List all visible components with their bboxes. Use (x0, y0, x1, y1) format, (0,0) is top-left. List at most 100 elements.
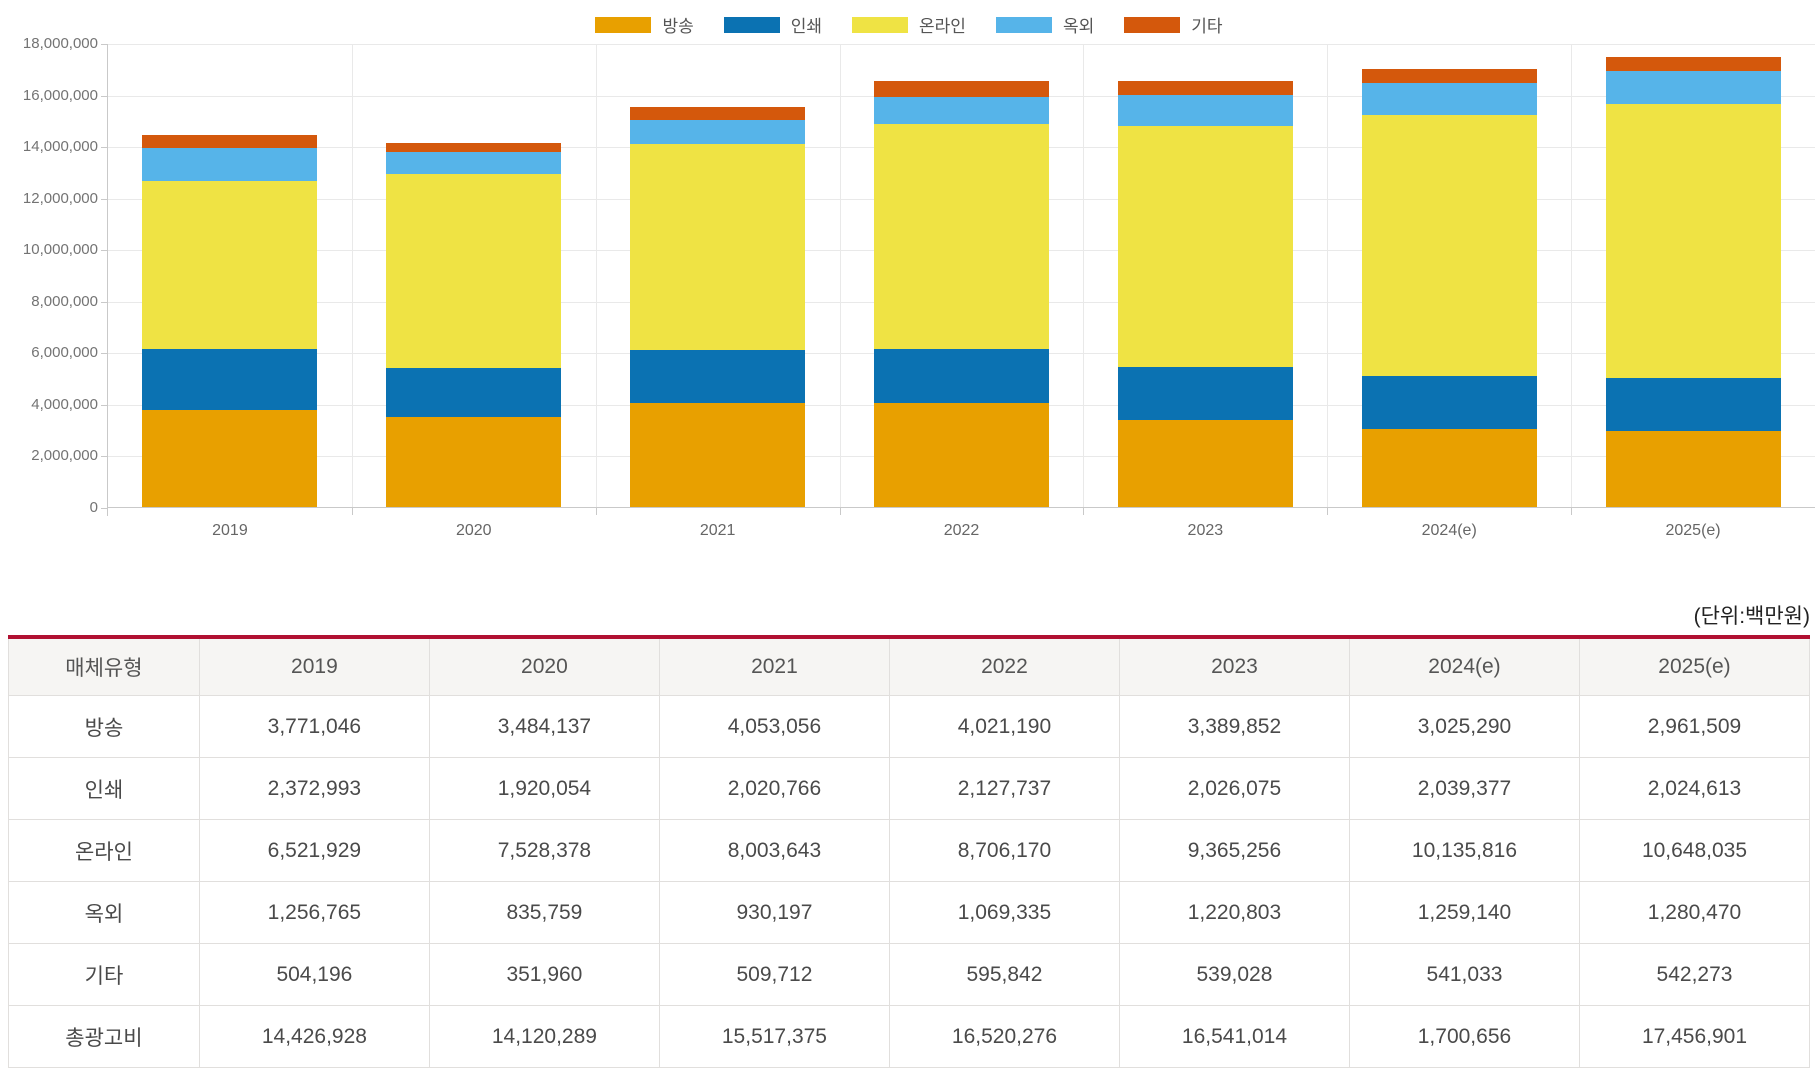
table-row: 총광고비 14,426,928 14,120,289 15,517,375 16,520… (8, 1005, 1811, 1068)
legend-swatch-기타 (1124, 16, 1181, 33)
bar-segment-기타 (1361, 68, 1537, 83)
y-axis-tick (101, 147, 108, 149)
gridline-vertical (840, 44, 841, 508)
y-axis-tick (101, 456, 108, 458)
value-cell: 4,053,056 (658, 695, 890, 758)
y-axis-label: 4,000,000 (31, 395, 98, 413)
x-axis-label: 2020 (455, 522, 492, 539)
y-axis-tick (101, 353, 108, 355)
value-cell: 3,484,137 (428, 695, 660, 758)
gridline-vertical (1327, 44, 1328, 508)
bar-2025(e) (1605, 57, 1781, 507)
value-cell: 10,135,816 (1348, 819, 1580, 882)
y-axis-tick (101, 404, 108, 406)
table-row: 방송 3,771,046 3,484,137 4,053,056 4,021,190 3,… (8, 695, 1811, 758)
x-axis-label: 2022 (943, 522, 980, 539)
bar-segment-온라인 (386, 173, 562, 368)
legend-swatch-방송 (595, 16, 652, 33)
value-cell: 1,256,765 (198, 881, 430, 944)
y-axis-label: 12,000,000 (22, 189, 98, 207)
legend-item: 기타 (1124, 12, 1223, 37)
bar-segment-인쇄 (1361, 376, 1537, 430)
bar-segment-기타 (386, 143, 562, 153)
y-axis-label: 16,000,000 (22, 86, 98, 104)
bar-segment-방송 (630, 402, 806, 507)
bar-segment-방송 (1361, 429, 1537, 507)
value-cell: 9,365,256 (1118, 819, 1350, 882)
table-wrap: 매체유형 2019 2020 2021 2022 2023 2024(e) 2025(e) 방… (0, 635, 1818, 1068)
value-cell: 16,541,014 (1118, 1005, 1350, 1068)
chart-legend: 방송 인쇄 온라인 옥외 기타 (0, 12, 1818, 37)
bar-segment-인쇄 (1605, 378, 1781, 431)
bar-segment-온라인 (630, 144, 806, 351)
bar-segment-옥외 (874, 96, 1049, 125)
y-axis-label: 2,000,000 (31, 447, 98, 465)
bar-2021 (630, 107, 806, 507)
y-axis-tick (101, 301, 108, 303)
bar-segment-기타 (1117, 80, 1293, 95)
bar-segment-방송 (1605, 430, 1781, 507)
x-axis-label: 2025(e) (1665, 522, 1721, 539)
bar-segment-인쇄 (874, 348, 1049, 404)
x-axis-tick (1083, 508, 1084, 515)
bar-segment-옥외 (142, 148, 318, 181)
bar-segment-방송 (1117, 419, 1293, 507)
value-cell: 10,648,035 (1578, 819, 1811, 882)
x-axis-tick (596, 508, 597, 515)
bar-segment-옥외 (630, 120, 806, 145)
value-cell: 1,259,140 (1348, 881, 1580, 944)
y-axis-label: 18,000,000 (22, 35, 98, 52)
value-cell: 1,920,054 (428, 757, 660, 820)
legend-label: 옥외 (1062, 17, 1095, 36)
value-cell: 504,196 (198, 943, 430, 1006)
bar-2024(e) (1361, 68, 1537, 507)
y-axis-tick (101, 250, 108, 252)
row-label-cell: 방송 (8, 695, 200, 758)
table-header-cell: 2024(e) (1348, 636, 1580, 696)
value-cell: 835,759 (428, 881, 660, 944)
row-label-cell: 온라인 (8, 819, 200, 882)
value-cell: 15,517,375 (658, 1005, 890, 1068)
value-cell: 3,389,852 (1118, 695, 1350, 758)
table-header-cell: 2023 (1118, 636, 1350, 696)
y-axis-tick (101, 508, 108, 509)
bar-2019 (142, 135, 318, 507)
bar-segment-옥외 (1117, 94, 1293, 126)
y-axis-label: 10,000,000 (22, 241, 98, 259)
bar-segment-방송 (386, 417, 562, 507)
gridline-horizontal (108, 44, 1815, 45)
legend-label: 인쇄 (790, 17, 823, 36)
row-label-cell: 기타 (8, 943, 200, 1006)
bar-segment-온라인 (1361, 115, 1537, 377)
bar-2023 (1117, 80, 1293, 507)
table-header-cell: 2025(e) (1578, 636, 1811, 696)
value-cell: 2,020,766 (658, 757, 890, 820)
table-header-cell: 2020 (428, 636, 660, 696)
bar-segment-인쇄 (1117, 367, 1293, 420)
y-axis-label: 8,000,000 (31, 292, 98, 310)
bar-segment-기타 (874, 81, 1049, 97)
x-axis-label: 2019 (212, 522, 248, 539)
value-cell: 17,456,901 (1578, 1005, 1811, 1068)
value-cell: 2,372,993 (198, 757, 430, 820)
y-axis-tick (101, 198, 108, 200)
bar-segment-인쇄 (386, 367, 562, 418)
y-axis-label: 14,000,000 (22, 138, 98, 156)
unit-label: (단위:백만원) (1693, 605, 1810, 628)
x-axis-tick (1571, 508, 1572, 515)
legend-item: 인쇄 (723, 12, 823, 37)
x-axis-label: 2024(e) (1421, 522, 1477, 539)
bar-segment-방송 (142, 409, 318, 507)
x-axis-tick (840, 508, 841, 515)
value-cell: 16,520,276 (888, 1005, 1120, 1068)
value-cell: 3,025,290 (1348, 695, 1580, 758)
bar-segment-기타 (142, 135, 318, 149)
unit-row: (단위:백만원) (0, 565, 1818, 635)
bar-2022 (874, 81, 1049, 507)
value-cell: 2,024,613 (1578, 757, 1811, 820)
bar-2020 (386, 143, 562, 507)
bar-segment-기타 (1605, 57, 1781, 72)
legend-swatch-옥외 (995, 16, 1052, 33)
row-label-cell: 인쇄 (8, 757, 200, 820)
table-row: 온라인 6,521,929 7,528,378 8,003,643 8,706,170 9… (8, 819, 1811, 882)
